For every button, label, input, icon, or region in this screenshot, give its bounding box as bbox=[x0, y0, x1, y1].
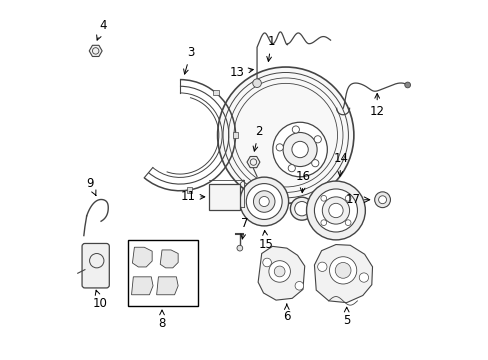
Circle shape bbox=[294, 282, 303, 290]
Circle shape bbox=[259, 197, 269, 207]
Text: 11: 11 bbox=[180, 190, 204, 203]
Circle shape bbox=[223, 72, 348, 198]
Circle shape bbox=[228, 78, 342, 192]
Circle shape bbox=[314, 136, 321, 143]
Circle shape bbox=[291, 141, 307, 158]
Text: 12: 12 bbox=[369, 94, 384, 118]
FancyBboxPatch shape bbox=[82, 243, 109, 288]
Circle shape bbox=[320, 195, 326, 201]
Circle shape bbox=[378, 196, 386, 204]
Text: 8: 8 bbox=[158, 310, 165, 330]
Circle shape bbox=[306, 181, 365, 240]
Circle shape bbox=[294, 202, 308, 216]
Circle shape bbox=[374, 192, 389, 208]
Circle shape bbox=[328, 203, 343, 218]
Polygon shape bbox=[132, 247, 152, 267]
Bar bbox=[186, 187, 192, 193]
Circle shape bbox=[217, 67, 353, 203]
Text: 2: 2 bbox=[253, 125, 262, 151]
Polygon shape bbox=[89, 45, 102, 57]
Circle shape bbox=[262, 258, 271, 267]
Bar bbox=[128, 240, 198, 306]
Polygon shape bbox=[131, 277, 153, 295]
Circle shape bbox=[314, 189, 357, 232]
Polygon shape bbox=[258, 246, 304, 300]
Circle shape bbox=[268, 261, 290, 282]
Circle shape bbox=[311, 159, 318, 167]
Circle shape bbox=[322, 197, 349, 224]
Text: 5: 5 bbox=[342, 307, 350, 327]
Circle shape bbox=[359, 273, 368, 282]
Text: 1: 1 bbox=[266, 35, 275, 62]
Text: 15: 15 bbox=[258, 230, 273, 251]
Circle shape bbox=[320, 220, 326, 225]
Text: 13: 13 bbox=[229, 66, 253, 79]
Circle shape bbox=[274, 266, 285, 277]
Text: 6: 6 bbox=[283, 304, 290, 323]
Circle shape bbox=[287, 165, 295, 172]
Text: 16: 16 bbox=[296, 170, 310, 193]
Circle shape bbox=[404, 82, 410, 88]
Circle shape bbox=[272, 122, 326, 177]
Text: 4: 4 bbox=[97, 19, 106, 40]
Circle shape bbox=[276, 144, 283, 151]
Circle shape bbox=[239, 177, 288, 226]
Polygon shape bbox=[314, 244, 372, 303]
Polygon shape bbox=[160, 250, 178, 268]
Circle shape bbox=[345, 220, 350, 225]
Text: 7: 7 bbox=[241, 216, 248, 239]
Bar bbox=[232, 132, 238, 138]
Circle shape bbox=[329, 257, 356, 284]
Polygon shape bbox=[246, 157, 260, 168]
Text: 14: 14 bbox=[333, 152, 348, 176]
Circle shape bbox=[317, 262, 326, 271]
Text: 17: 17 bbox=[345, 193, 360, 206]
Circle shape bbox=[233, 84, 337, 187]
Bar bbox=[208, 184, 240, 211]
Circle shape bbox=[290, 197, 313, 220]
Circle shape bbox=[237, 245, 242, 251]
Polygon shape bbox=[156, 277, 178, 295]
Circle shape bbox=[335, 262, 350, 278]
Circle shape bbox=[246, 184, 282, 220]
Circle shape bbox=[283, 132, 317, 167]
Circle shape bbox=[345, 195, 350, 201]
Circle shape bbox=[292, 126, 299, 133]
Circle shape bbox=[253, 191, 274, 212]
Bar bbox=[212, 90, 218, 95]
Text: 3: 3 bbox=[183, 46, 194, 74]
Text: 9: 9 bbox=[86, 177, 96, 195]
Circle shape bbox=[252, 79, 261, 87]
Text: 10: 10 bbox=[93, 290, 107, 310]
